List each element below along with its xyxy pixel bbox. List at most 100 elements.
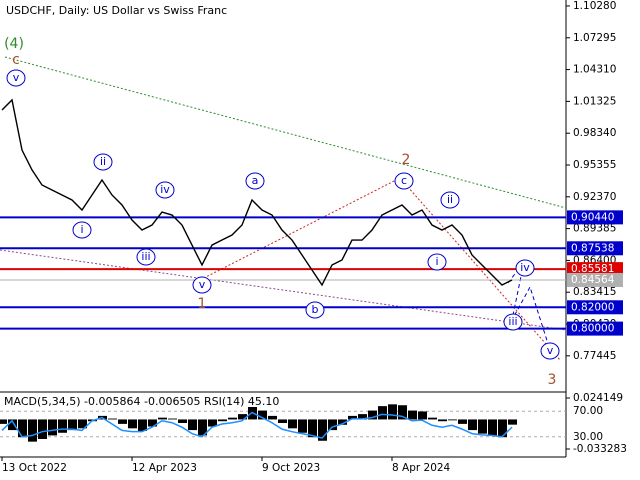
- y2-tick-label: 70.00: [573, 405, 603, 417]
- macd-bar: [0, 419, 7, 424]
- macd-bar: [178, 419, 187, 423]
- macd-bar: [438, 419, 447, 422]
- wave-label: iv: [520, 261, 530, 274]
- wave-circle: [93, 153, 113, 171]
- x-tick-label: 13 Oct 2022: [2, 462, 67, 474]
- macd-bar: [168, 418, 177, 420]
- wave-label: iv: [160, 183, 170, 196]
- macd-bar: [408, 410, 417, 420]
- level-label-box: [567, 321, 623, 336]
- macd-bar: [278, 419, 287, 423]
- wave-label: i: [435, 255, 438, 268]
- level-label: 0.90440: [571, 211, 614, 223]
- macd-bar: [288, 419, 297, 429]
- macd-bar: [208, 419, 217, 427]
- macd-bar: [218, 419, 227, 422]
- macd-bar: [108, 418, 117, 420]
- wave-label: 3: [548, 372, 557, 388]
- macd-bar: [228, 417, 237, 420]
- wave-circle: [136, 248, 156, 266]
- wave-label: c: [12, 52, 20, 68]
- macd-bar: [18, 419, 27, 438]
- level-label-box: [567, 210, 623, 225]
- macd-bar: [418, 411, 427, 420]
- wave-label: 2: [402, 152, 411, 168]
- macd-bar: [358, 414, 367, 420]
- macd-bar: [378, 406, 387, 420]
- macd-bar: [468, 419, 477, 431]
- level-label: 0.82000: [571, 301, 614, 313]
- y-tick-label: 1.04310: [573, 64, 616, 76]
- macd-bar: [238, 414, 247, 420]
- y-tick-label: 0.95355: [573, 159, 616, 171]
- macd-bar: [148, 419, 157, 427]
- macd-bar: [258, 410, 267, 420]
- macd-bar: [138, 419, 147, 431]
- wave-circle: [72, 221, 92, 239]
- wave-label: ii: [447, 193, 453, 206]
- level-label-box: [567, 262, 623, 277]
- wave-label: b: [312, 303, 319, 316]
- macd-bar: [68, 419, 77, 431]
- level-label: 0.85581: [571, 263, 614, 275]
- macd-bar: [188, 419, 197, 431]
- wave-circle: [305, 301, 325, 319]
- macd-bar: [328, 419, 337, 431]
- indicator-title: MACD(5,34,5) -0.005864 -0.006505 RSI(14)…: [4, 395, 279, 408]
- level-label-box: [567, 272, 623, 287]
- wave-label: i: [80, 223, 83, 236]
- wave-circle: [427, 253, 447, 271]
- wave-label: v: [13, 71, 20, 84]
- macd-bar: [78, 419, 87, 429]
- macd-bar: [388, 404, 397, 420]
- wave-label: iii: [508, 315, 517, 328]
- macd-bar: [428, 417, 437, 420]
- macd-bar: [308, 419, 317, 438]
- price-line: [1, 98, 513, 287]
- macd-bar: [8, 419, 17, 431]
- wave-label: ii: [100, 155, 106, 168]
- y-tick-label: 0.98340: [573, 127, 616, 139]
- level-label: 0.80000: [571, 323, 614, 335]
- y-tick-label: 0.024149: [573, 392, 623, 404]
- y-tick-label: 0.92370: [573, 191, 616, 203]
- level-label: 0.87538: [571, 242, 614, 254]
- macd-bar: [38, 419, 47, 439]
- wave-label: (4): [4, 36, 24, 52]
- macd-bar: [398, 405, 407, 420]
- wave-circle: [155, 181, 175, 199]
- wave-label: 1: [198, 296, 207, 312]
- macd-bar: [458, 419, 467, 424]
- macd-bar: [368, 410, 377, 420]
- macd-bar: [448, 419, 457, 421]
- wave-circle: [515, 259, 535, 277]
- macd-bar: [118, 419, 127, 424]
- macd-bar: [348, 415, 357, 420]
- macd-bar: [498, 419, 507, 438]
- trend-line: [4, 56, 567, 209]
- y-tick-label: -0.033283: [573, 443, 627, 455]
- x-tick-label: 9 Oct 2023: [262, 462, 320, 474]
- y-tick-label: 1.10280: [573, 0, 616, 12]
- y-tick-label: 0.89385: [573, 223, 616, 235]
- y-tick-label: 0.77445: [573, 350, 616, 362]
- wave-circle: [192, 276, 212, 294]
- wave-circle: [540, 342, 560, 360]
- y-tick-label: 0.83415: [573, 286, 616, 298]
- chart-title: USDCHF, Daily: US Dollar vs Swiss Franc: [6, 4, 227, 17]
- macd-bar: [318, 419, 327, 441]
- macd-bar: [508, 419, 517, 425]
- wave-circle: [6, 69, 26, 87]
- macd-bar: [48, 419, 57, 436]
- macd-bar: [198, 419, 207, 436]
- wave-label: iii: [141, 250, 150, 263]
- rsi-line: [1, 411, 513, 439]
- macd-bar: [268, 415, 277, 420]
- macd-bar: [338, 419, 347, 425]
- level-label-box: [567, 300, 623, 315]
- y-tick-label: 1.07295: [573, 32, 616, 44]
- macd-bar: [298, 419, 307, 433]
- wave-label: v: [199, 278, 206, 291]
